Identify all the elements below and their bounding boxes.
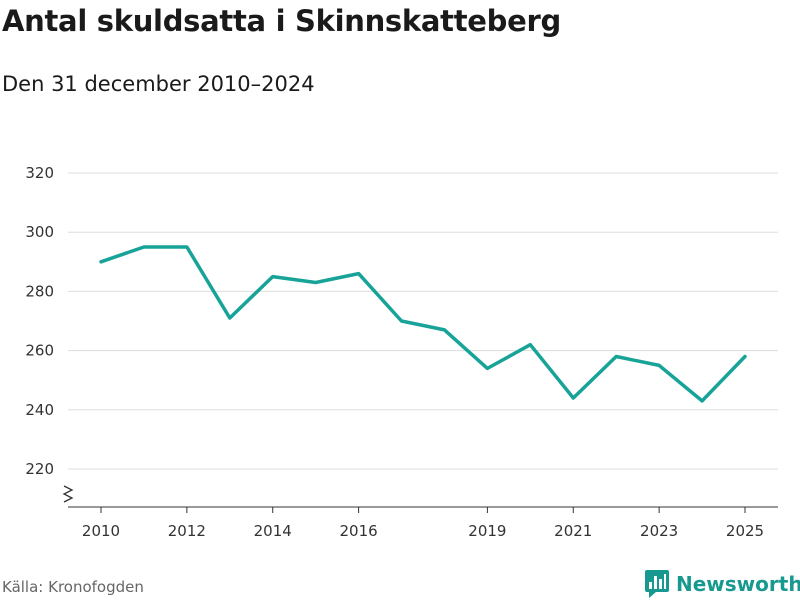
gridlines bbox=[68, 172, 778, 470]
y-tick-label: 280 bbox=[25, 282, 54, 300]
axis-break-icon bbox=[62, 485, 74, 503]
y-tick-label: 300 bbox=[25, 223, 54, 241]
x-tick-label: 2010 bbox=[82, 522, 120, 540]
x-tick-label: 2019 bbox=[468, 522, 506, 540]
bar-chart-speech-bubble-icon bbox=[645, 570, 669, 598]
x-tick-label: 2012 bbox=[168, 522, 206, 540]
x-tick-label: 2016 bbox=[340, 522, 378, 540]
x-axis bbox=[62, 485, 778, 508]
x-tick-label: 2021 bbox=[554, 522, 592, 540]
brand-name: Newsworthy bbox=[676, 572, 800, 596]
chart-title: Antal skuldsatta i Skinnskatteberg bbox=[2, 4, 561, 38]
source-note: Källa: Kronofogden bbox=[2, 578, 144, 596]
y-tick-label: 240 bbox=[25, 401, 54, 419]
chart-subtitle: Den 31 december 2010–2024 bbox=[2, 72, 315, 96]
series-line bbox=[99, 245, 747, 403]
x-tick-label: 2023 bbox=[640, 522, 678, 540]
y-tick-label: 260 bbox=[25, 342, 54, 360]
y-tick-label: 320 bbox=[25, 164, 54, 182]
brand-logo: Newsworthy bbox=[645, 570, 800, 598]
y-tick-label: 220 bbox=[25, 460, 54, 478]
y-axis-ticks: 220 240 260 280 300 320 bbox=[25, 164, 54, 478]
x-axis-ticks: 2010 2012 2014 2016 2019 2021 2023 2025 bbox=[82, 507, 764, 540]
x-tick-label: 2014 bbox=[254, 522, 292, 540]
x-tick-label: 2025 bbox=[726, 522, 764, 540]
